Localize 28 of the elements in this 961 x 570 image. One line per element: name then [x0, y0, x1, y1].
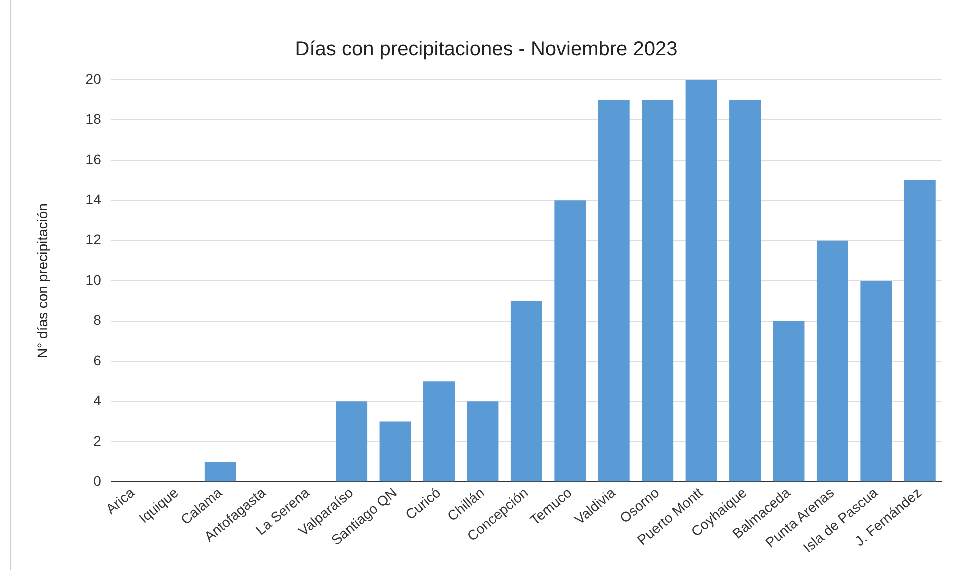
y-tick-label: 4	[94, 392, 102, 409]
bar	[642, 100, 674, 482]
y-tick-label: 14	[86, 191, 102, 208]
bar	[598, 100, 630, 482]
bar	[554, 200, 586, 482]
bar	[816, 240, 848, 482]
y-tick-label: 12	[86, 232, 102, 248]
bar	[510, 301, 542, 482]
bar	[860, 281, 892, 482]
y-tick-label: 16	[86, 151, 102, 168]
bar	[380, 422, 412, 482]
bar	[336, 402, 368, 482]
bar	[424, 382, 455, 482]
y-axis-title: N° días con precipitación	[34, 204, 50, 359]
y-tick-label: 18	[86, 111, 102, 128]
bar	[686, 80, 718, 482]
y-tick-label: 0	[94, 472, 102, 489]
y-tick-label: 20	[86, 70, 102, 87]
y-tick-label: 8	[94, 312, 102, 328]
bar	[204, 462, 236, 482]
bar	[467, 402, 499, 482]
bar	[904, 180, 936, 482]
bar	[730, 100, 762, 482]
bar	[773, 321, 805, 482]
chart-title: Días con precipitaciones - Noviembre 2023	[295, 38, 678, 61]
y-tick-label: 2	[94, 432, 102, 449]
y-tick-label: 10	[86, 272, 102, 288]
y-tick-label: 6	[94, 352, 102, 368]
